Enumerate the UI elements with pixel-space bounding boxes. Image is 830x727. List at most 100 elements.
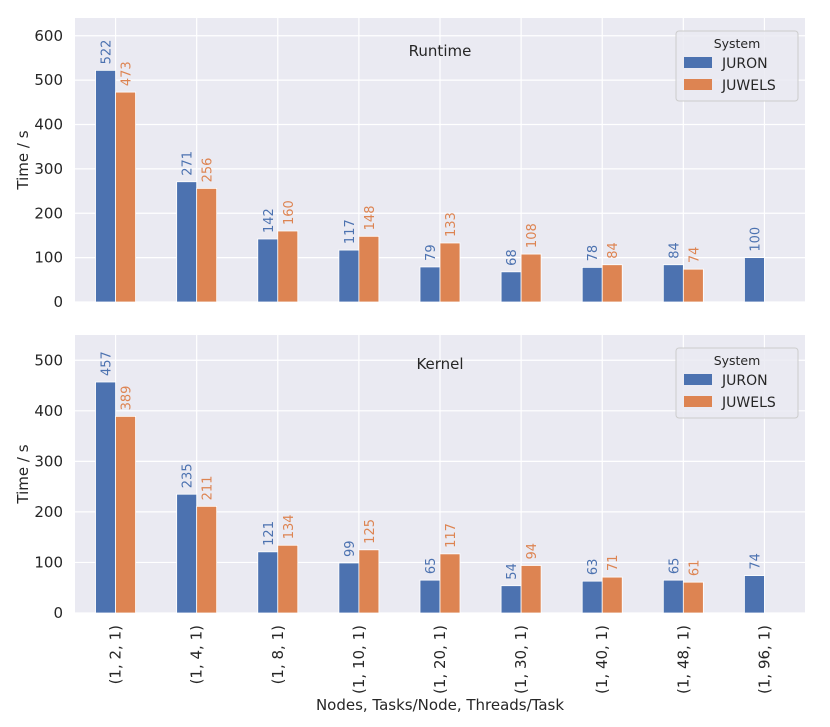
y-tick-label: 0 xyxy=(53,293,63,311)
bar-juwels xyxy=(682,581,704,614)
bar-value-label: 134 xyxy=(282,514,297,539)
y-tick-label: 100 xyxy=(34,249,63,267)
x-tick-label: (1, 30, 1) xyxy=(512,625,530,694)
y-axis-label: Time / s xyxy=(14,130,32,190)
bar-value-label: 473 xyxy=(120,61,135,86)
bar-value-label: 65 xyxy=(424,558,439,575)
bar-value-label: 271 xyxy=(181,151,196,176)
y-tick-label: 200 xyxy=(34,204,63,222)
y-axis-label: Time / s xyxy=(14,444,32,504)
bar-juwels xyxy=(115,91,136,303)
legend-title: System xyxy=(714,353,761,368)
y-tick-label: 600 xyxy=(34,27,63,45)
bar-juron xyxy=(419,579,441,614)
legend: System JURON JUWELS xyxy=(675,347,799,419)
bar-value-label: 54 xyxy=(505,563,520,580)
legend-swatch-juron xyxy=(684,374,712,385)
bar-value-label: 121 xyxy=(262,521,277,546)
bar-value-label: 211 xyxy=(201,476,216,501)
bar-value-label: 65 xyxy=(667,558,682,575)
bar-value-label: 84 xyxy=(606,242,621,259)
bar-value-label: 125 xyxy=(363,519,378,544)
bar-value-label: 63 xyxy=(586,559,601,576)
bar-value-label: 74 xyxy=(687,247,702,264)
x-axis-label: Nodes, Tasks/Node, Threads/Task xyxy=(316,696,564,714)
x-tick-label: (1, 40, 1) xyxy=(593,625,611,694)
legend-swatch-juwels xyxy=(684,79,712,90)
y-tick-label: 100 xyxy=(34,553,63,571)
bar-juron xyxy=(744,257,765,303)
panel-runtime: 0 100 200 300 400 500 600 522 271 142 117 79 68 78 84 1… xyxy=(14,18,805,311)
bar-value-label: 79 xyxy=(424,244,439,261)
x-tick-label: (1, 4, 1) xyxy=(188,625,206,684)
bar-juwels xyxy=(358,235,380,303)
legend-swatch-juron xyxy=(684,57,712,68)
bar-value-label: 117 xyxy=(343,219,358,244)
bar-juron xyxy=(419,266,441,303)
x-tick-label: (1, 48, 1) xyxy=(674,625,692,694)
bar-juron xyxy=(176,181,198,303)
y-tick-label: 400 xyxy=(34,116,63,134)
bar-juwels xyxy=(520,253,542,303)
x-tick-label: (1, 96, 1) xyxy=(755,625,773,694)
bar-juwels xyxy=(358,549,380,614)
bar-juron xyxy=(338,249,360,303)
bar-value-label: 108 xyxy=(525,223,540,248)
legend-entry-juwels: JUWELS xyxy=(721,395,776,411)
bar-juron xyxy=(176,493,198,614)
bar-value-label: 74 xyxy=(748,553,763,570)
bar-value-label: 389 xyxy=(120,386,135,411)
y-tick-label: 300 xyxy=(34,452,63,470)
bar-value-label: 522 xyxy=(100,40,115,65)
bar-value-label: 99 xyxy=(343,540,358,557)
bar-juron xyxy=(500,271,522,303)
bar-juwels xyxy=(439,242,461,303)
y-tick-label: 200 xyxy=(34,503,63,521)
bar-value-label: 148 xyxy=(363,205,378,230)
bar-juron xyxy=(744,575,765,614)
bar-value-label: 78 xyxy=(586,245,601,262)
bar-juwels xyxy=(196,505,218,614)
bar-juron xyxy=(95,381,116,614)
bar-value-label: 133 xyxy=(444,212,459,237)
bar-value-label: 457 xyxy=(100,351,115,376)
legend-title: System xyxy=(714,36,761,51)
legend: System JURON JUWELS xyxy=(675,30,799,102)
bar-juwels xyxy=(196,187,218,303)
bar-value-label: 94 xyxy=(525,543,540,560)
bar-value-label: 71 xyxy=(606,555,621,572)
bar-juwels xyxy=(682,268,704,303)
bar-value-label: 142 xyxy=(262,208,277,233)
bar-juron xyxy=(581,580,603,614)
bar-value-label: 235 xyxy=(181,463,196,488)
bar-juron xyxy=(662,264,684,303)
panel-title: Runtime xyxy=(409,42,472,60)
bar-juwels xyxy=(439,553,461,614)
bar-juron xyxy=(500,585,522,614)
x-tick-label: (1, 20, 1) xyxy=(431,625,449,694)
bar-juwels xyxy=(277,544,299,614)
bar-juwels xyxy=(601,264,623,303)
bar-value-label: 84 xyxy=(667,242,682,259)
legend-entry-juron: JURON xyxy=(721,373,768,389)
bar-juron xyxy=(257,551,279,614)
bar-value-label: 160 xyxy=(282,200,297,225)
x-tick-label: (1, 2, 1) xyxy=(107,625,125,684)
bar-value-label: 100 xyxy=(748,227,763,252)
bar-value-label: 68 xyxy=(505,249,520,266)
legend-swatch-juwels xyxy=(684,396,712,407)
bar-juron xyxy=(257,238,279,303)
x-tick-label: (1, 8, 1) xyxy=(269,625,287,684)
bar-juron xyxy=(581,266,603,303)
bar-juron xyxy=(338,562,360,614)
y-tick-label: 500 xyxy=(34,351,63,369)
panel-title: Kernel xyxy=(416,355,463,373)
bar-juwels xyxy=(115,415,136,614)
y-tick-label: 0 xyxy=(53,604,63,622)
bar-value-label: 117 xyxy=(444,523,459,548)
legend-entry-juron: JURON xyxy=(721,56,768,72)
y-tick-label: 500 xyxy=(34,71,63,89)
bar-juwels xyxy=(520,565,542,614)
panel-kernel: 0 100 200 300 400 500 457 235 121 99 65 54 63 65 74 389… xyxy=(14,335,805,622)
